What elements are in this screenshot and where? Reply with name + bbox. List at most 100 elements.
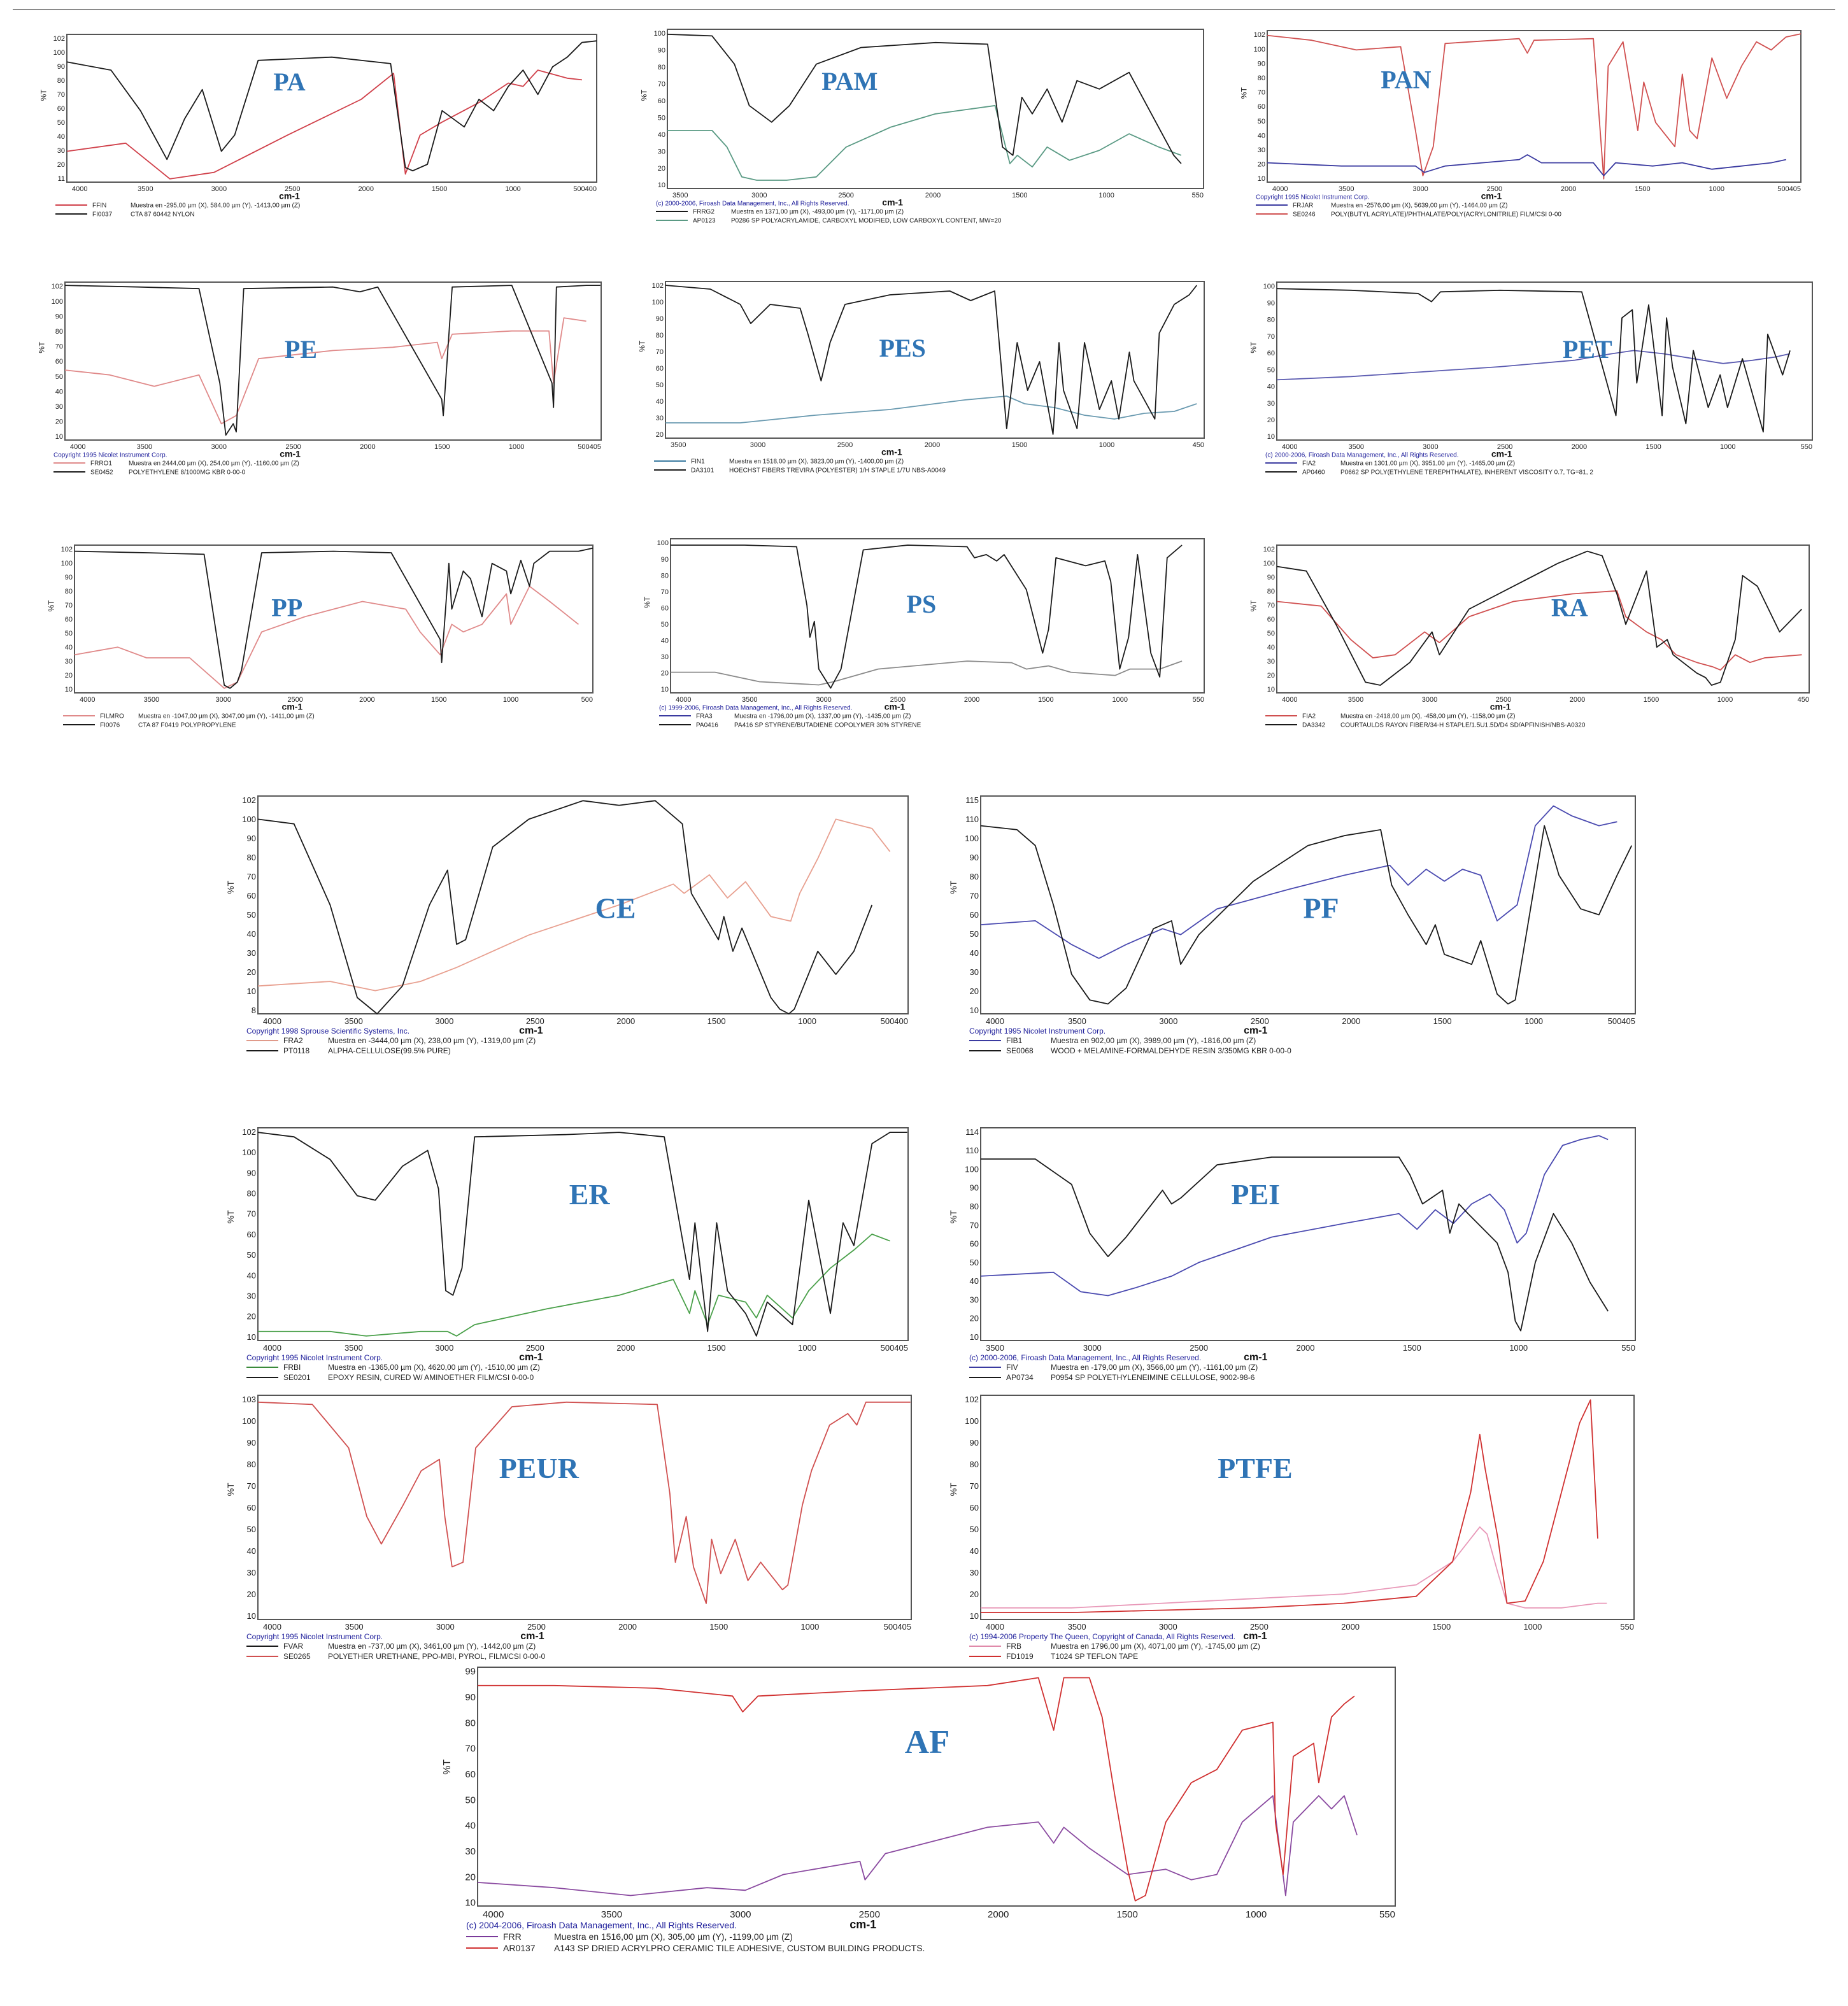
- legend-text: Muestra en -295,00 µm (X), 584,00 µm (Y)…: [131, 203, 300, 210]
- y-tick-label: 102: [52, 283, 63, 290]
- y-tick-label: 10: [247, 1611, 256, 1621]
- x-tick-label: 1500: [709, 1622, 728, 1632]
- y-tick-label: 80: [57, 77, 65, 85]
- legend-code: FFIN: [92, 203, 106, 210]
- spectrum-line-pp-1: [74, 585, 579, 689]
- x-tick-label: 4000: [986, 1622, 1004, 1632]
- y-tick-label: 20: [970, 1590, 979, 1599]
- legend-text: Muestra en 1516,00 µm (X), 305,00 µm (Y)…: [554, 1931, 793, 1942]
- y-tick-label: 50: [970, 1525, 979, 1534]
- plot-frame: [980, 1395, 1635, 1620]
- y-tick-label: 60: [55, 358, 63, 366]
- y-tick-label: 10: [661, 686, 669, 694]
- legend-text: Muestra en -2418,00 µm (X), -458,00 µm (…: [1340, 713, 1515, 720]
- y-tick-label: 30: [656, 415, 664, 422]
- legend-text: POLYETHER URETHANE, PPO-MBI, PYROL, FILM…: [328, 1652, 546, 1661]
- y-tick-label: 70: [247, 1209, 256, 1219]
- y-tick-label: 60: [970, 1239, 979, 1249]
- x-tick-label: 2500: [1190, 1343, 1208, 1353]
- y-tick-label: 100: [654, 30, 665, 38]
- plot-frame: [670, 538, 1205, 694]
- y-tick-label: 70: [55, 343, 63, 351]
- y-axis-label: %T: [1249, 600, 1258, 612]
- y-tick-label: 50: [247, 910, 256, 920]
- x-tick-label: 4000: [676, 696, 691, 704]
- y-tick-label: 90: [465, 1692, 476, 1703]
- y-tick-label: 20: [970, 986, 979, 996]
- x-tick-label: 1000: [1099, 441, 1114, 449]
- y-tick-label: 100: [61, 560, 73, 567]
- x-tick-label: 1000: [1509, 1343, 1528, 1353]
- x-tick-label: 2500: [890, 696, 906, 704]
- x-axis-label: cm-1: [519, 1025, 543, 1036]
- y-tick-label: 50: [656, 381, 664, 389]
- y-tick-label: 20: [65, 672, 73, 679]
- copyright-note: Copyright 1995 Nicolet Instrument Corp.: [53, 452, 167, 459]
- y-tick-label: 10: [247, 986, 256, 996]
- legend-text: COURTAULDS RAYON FIBER/34-H STAPLE/1.5U1…: [1340, 722, 1586, 729]
- x-tick-label: 2500: [526, 1343, 544, 1353]
- x-tick-label: 2000: [1570, 696, 1585, 704]
- plot-frame: [64, 281, 602, 441]
- y-tick-label: 70: [970, 1481, 979, 1491]
- y-tick-label: 90: [65, 574, 73, 581]
- x-axis-label: cm-1: [1244, 1352, 1267, 1363]
- spectrum-plot-ps: 100 90 80 70 60 50 40 30 20 10 %T 4000 3500 3000 2500 2…: [643, 538, 1205, 729]
- legend-code: FRBI: [283, 1363, 301, 1372]
- y-tick-label: 20: [55, 418, 63, 426]
- x-tick-label: 2500: [838, 192, 853, 199]
- x-tick-label: 550: [1621, 1343, 1635, 1353]
- copyright-note: Copyright 1995 Nicolet Instrument Corp.: [246, 1353, 383, 1362]
- spectrum-line-ps-2: [671, 544, 1183, 689]
- y-tick-label: 90: [1258, 60, 1265, 68]
- y-tick-label: 60: [65, 616, 73, 623]
- y-tick-label: 70: [65, 602, 73, 609]
- spectrum-line-ptfe-1: [981, 1526, 1607, 1609]
- y-tick-label: 40: [1267, 644, 1275, 651]
- y-tick-label: 50: [247, 1250, 256, 1260]
- x-tick-label: 2000: [1342, 1016, 1360, 1026]
- polymer-title: CE: [595, 892, 636, 925]
- x-tick-label: 450: [1798, 696, 1809, 704]
- y-tick-label: 103: [242, 1395, 256, 1404]
- y-tick-label: 40: [55, 388, 63, 395]
- y-tick-label: 40: [970, 948, 979, 958]
- plot-frame: [257, 795, 909, 1014]
- y-tick-label: 100: [242, 1148, 256, 1157]
- x-tick-label: 2000: [358, 185, 373, 193]
- y-axis-label: %T: [225, 880, 236, 893]
- spectrum-line-er-1: [258, 1234, 890, 1337]
- x-tick-label: 500400: [573, 185, 597, 193]
- spectrum-panel-pp: 102 100 90 80 70 60 50 40 30 20 10 %T 4000 3500 3000 25…: [47, 541, 595, 759]
- copyright-note: (c) 2000-2006, Firoash Data Management, …: [969, 1353, 1201, 1362]
- x-tick-label: 2500: [285, 443, 301, 451]
- legend-text: Muestra en 1518,00 µm (X), 3823,00 µm (Y…: [729, 459, 904, 466]
- polymer-title: PES: [879, 334, 926, 362]
- y-tick-label: 30: [970, 1295, 979, 1304]
- legend-code: DA3101: [691, 467, 714, 474]
- x-tick-label: 500400: [881, 1016, 908, 1026]
- y-tick-label: 100: [1263, 560, 1275, 567]
- y-tick-label: 30: [65, 658, 73, 665]
- x-axis-label: cm-1: [1244, 1025, 1267, 1036]
- spectrum-panel-pei: 114 110 100 90 80 70 60 50 40 30 20 10 %T 3500 3000 250…: [948, 1124, 1638, 1407]
- y-tick-label: 60: [1267, 350, 1275, 357]
- x-tick-label: 3500: [144, 696, 159, 704]
- x-tick-label: 1000: [1525, 1016, 1543, 1026]
- legend-text: Muestra en -3444,00 µm (X), 238,00 µm (Y…: [328, 1036, 536, 1045]
- x-tick-label: 2000: [616, 1343, 635, 1353]
- spectrum-panel-ce: 102 100 90 80 70 60 50 40 30 20 10 8 %T 4000 3500 3000 2…: [225, 792, 911, 1080]
- x-tick-label: 2000: [925, 441, 940, 449]
- x-tick-label: 1000: [1717, 696, 1733, 704]
- y-tick-label: 40: [656, 398, 664, 406]
- y-tick-label: 115: [965, 795, 979, 805]
- spectrum-panel-pa: 102 100 90 80 70 60 50 40 30 20 11 %T 4000 3500 3000 25…: [39, 31, 599, 248]
- y-tick-label: 10: [970, 1611, 979, 1621]
- x-tick-label: 1500: [1403, 1343, 1421, 1353]
- y-tick-label: 90: [247, 834, 256, 843]
- x-tick-label: 4000: [986, 1016, 1004, 1026]
- y-tick-label: 40: [247, 929, 256, 939]
- x-tick-label: 1500: [1116, 1909, 1137, 1920]
- legend-text: POLYETHYLENE 8/1000MG KBR 0-00-0: [129, 469, 246, 476]
- y-tick-label: 50: [970, 929, 979, 939]
